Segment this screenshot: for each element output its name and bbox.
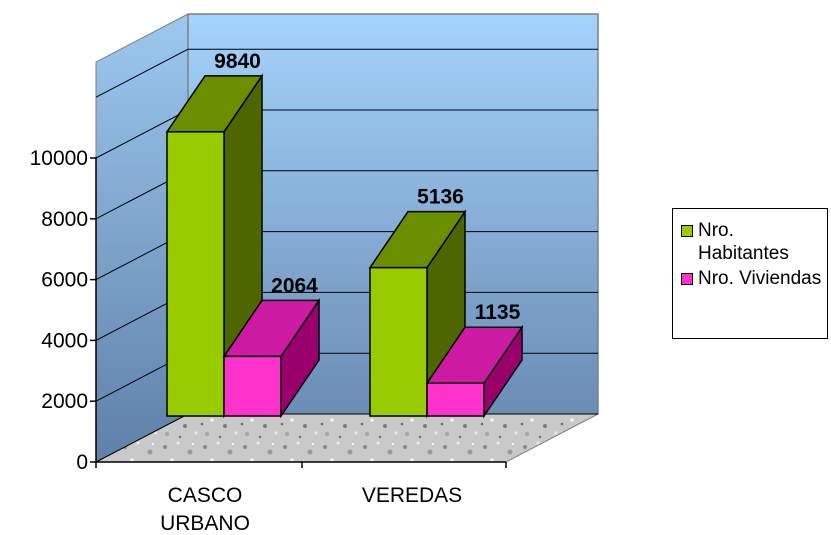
legend-item-habitantes: Nro. Habitantes [681, 219, 823, 265]
legend-swatch-habitantes [681, 225, 693, 237]
axes [95, 157, 507, 468]
bar-front [369, 266, 428, 417]
legend: Nro. Habitantes Nro. Viviendas [672, 208, 828, 339]
gridline-side [95, 48, 189, 98]
legend-item-viviendas: Nro. Viviendas [681, 267, 823, 290]
bar-front [223, 355, 282, 417]
bars [165, 73, 524, 419]
bar-front [166, 131, 225, 417]
category-label-line: CASCO [168, 484, 243, 507]
y-tick-label: 10000 [30, 147, 88, 170]
x-axis-categories: CASCO URBANO VEREDAS [160, 484, 462, 535]
y-axis-ticks: 0 2000 4000 6000 8000 10000 [30, 147, 96, 474]
bar-viviendas-0 [222, 297, 321, 419]
legend-swatch-viviendas [681, 273, 693, 285]
y-tick-label: 0 [76, 451, 88, 474]
data-labels: 9840 2064 5136 1135 [214, 50, 520, 324]
gridline-side [95, 109, 189, 159]
data-label-habitantes-0: 9840 [214, 50, 261, 73]
gridline-side [95, 413, 189, 463]
category-label-0: CASCO URBANO [160, 484, 250, 535]
category-label-line: VEREDAS [362, 484, 462, 507]
legend-label-habitantes: Nro. Habitantes [698, 220, 789, 264]
y-tick-label: 2000 [41, 390, 88, 413]
bar-habitantes-1 [368, 209, 467, 419]
data-label-habitantes-1: 5136 [417, 186, 464, 209]
data-label-viviendas-0: 2064 [271, 274, 318, 297]
category-label-1: VEREDAS [362, 484, 462, 507]
legend-label-viviendas: Nro. Viviendas [698, 268, 822, 289]
category-label-line: URBANO [160, 512, 250, 535]
y-tick-label: 6000 [41, 269, 88, 292]
data-label-viviendas-1: 1135 [475, 301, 521, 324]
bar-viviendas-1 [425, 324, 524, 419]
y-tick-label: 4000 [41, 329, 88, 352]
y-tick-label: 8000 [41, 208, 88, 231]
bar-front [426, 382, 485, 417]
